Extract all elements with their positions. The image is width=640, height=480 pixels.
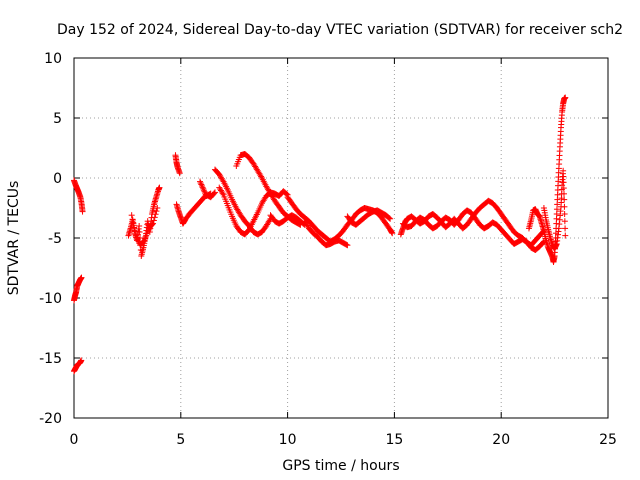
y-tick-label: 5: [53, 111, 62, 127]
data-point: [132, 228, 139, 235]
data-point: [153, 208, 160, 215]
data-point: [201, 188, 208, 195]
data-point: [219, 177, 226, 184]
data-point: [200, 185, 207, 192]
data-point: [197, 178, 204, 185]
data-point: [129, 216, 136, 223]
data-point: [561, 211, 568, 217]
y-tick-label: 0: [53, 171, 62, 187]
x-tick-label: 15: [385, 432, 403, 448]
y-axis-label: SDTVAR / TECUs: [6, 181, 22, 296]
data-point: [560, 179, 567, 186]
data-point: [207, 190, 214, 197]
data-point: [200, 187, 207, 194]
data-point: [389, 230, 396, 237]
data-point: [78, 357, 85, 364]
data-point: [151, 214, 158, 221]
data-point: [198, 182, 205, 189]
y-tick-label: -10: [39, 291, 62, 307]
chart-title: Day 152 of 2024, Sidereal Day-to-day VTE…: [57, 22, 623, 38]
data-point: [219, 190, 226, 197]
data-point: [283, 191, 290, 198]
data-point: [560, 173, 567, 180]
x-axis-tick-labels: 0 5 10 15 20 25: [70, 432, 617, 448]
data-point: [128, 212, 135, 219]
x-tick-label: 5: [176, 432, 185, 448]
data-point: [197, 180, 204, 187]
data-point: [561, 196, 568, 203]
y-tick-label: -5: [48, 231, 62, 247]
x-axis-label: GPS time / hours: [282, 458, 399, 474]
grid-lines: [74, 58, 608, 418]
data-point: [149, 221, 156, 228]
data-point: [150, 217, 157, 224]
data-point: [176, 170, 183, 177]
axis-ticks: [73, 57, 609, 419]
data-point: [199, 184, 206, 191]
data-point: [560, 167, 567, 174]
data-point: [152, 211, 159, 218]
data-point: [156, 184, 163, 191]
y-tick-label: -15: [39, 351, 62, 367]
data-point: [211, 189, 218, 196]
data-point: [198, 181, 205, 188]
data-point: [562, 225, 569, 232]
x-tick-label: 10: [279, 432, 297, 448]
data-point: [154, 205, 161, 211]
data-point: [140, 238, 147, 245]
x-tick-label: 20: [492, 432, 510, 448]
y-tick-label: 10: [44, 51, 62, 67]
data-point: [130, 220, 137, 227]
data-point: [561, 218, 568, 225]
data-point: [131, 224, 138, 231]
data-point: [78, 274, 85, 281]
data-point: [136, 223, 143, 229]
data-point: [258, 173, 265, 180]
data-point: [560, 190, 567, 197]
y-axis-tick-labels: -20 -15 -10 -5 0 5 10: [39, 51, 62, 427]
data-point: [387, 215, 394, 222]
data-points: [71, 94, 569, 375]
data-point: [560, 185, 567, 192]
data-point: [150, 220, 157, 227]
data-point: [562, 232, 569, 239]
y-tick-label: -20: [39, 411, 62, 427]
data-point: [561, 203, 568, 210]
data-point: [344, 242, 351, 249]
x-tick-label: 25: [599, 432, 617, 448]
data-point: [386, 215, 393, 222]
x-tick-label: 0: [70, 432, 79, 448]
data-point: [79, 208, 86, 215]
data-point: [562, 94, 569, 101]
